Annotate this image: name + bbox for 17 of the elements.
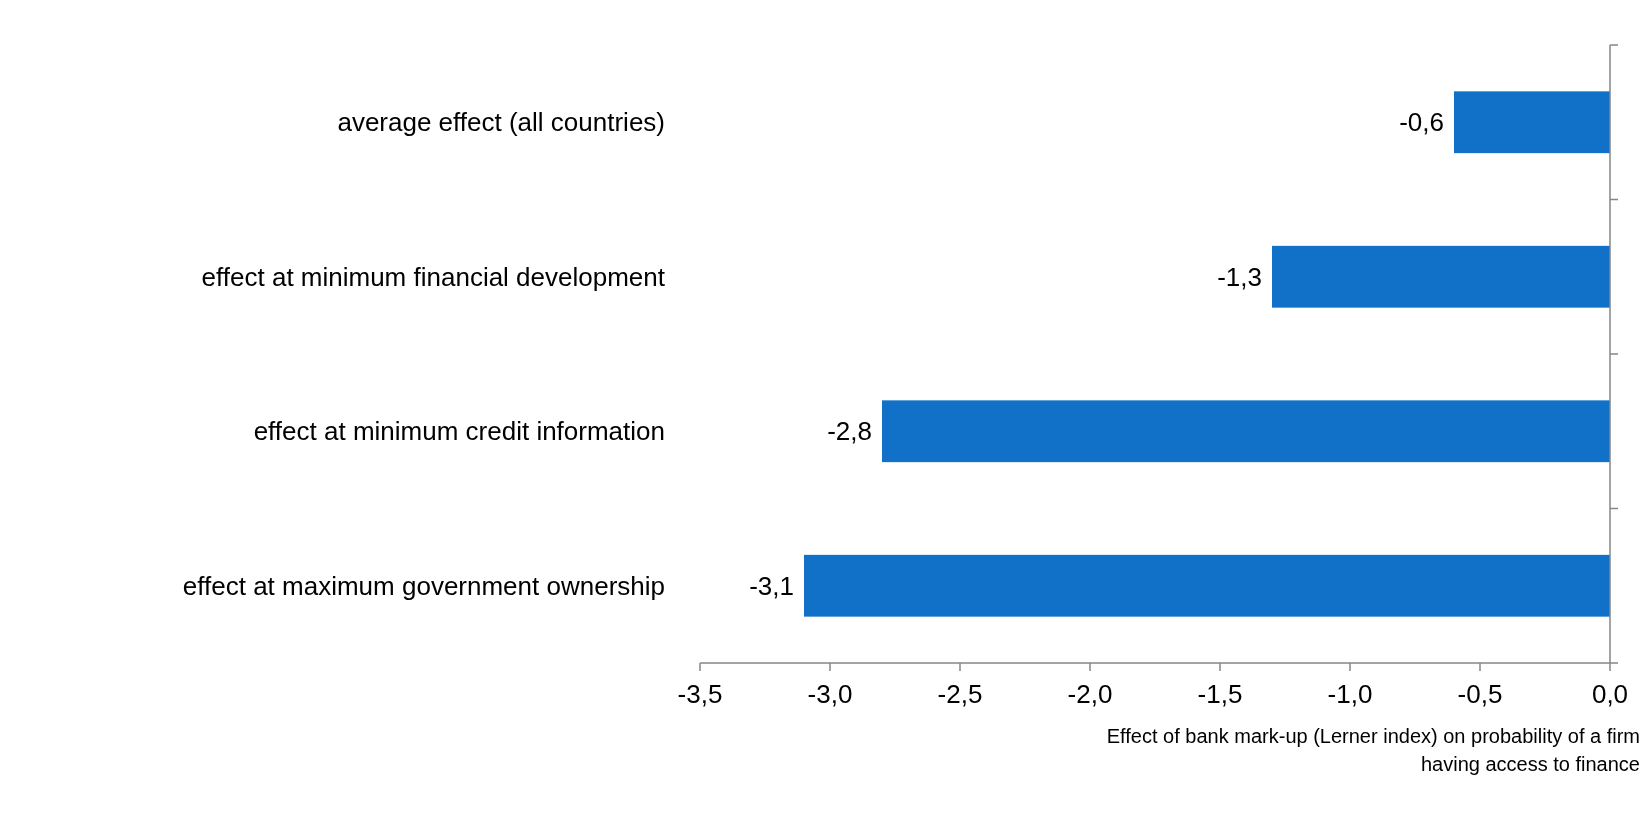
y-tick-label: effect at minimum financial development (201, 261, 666, 292)
x-tick-label: -1,0 (1327, 679, 1373, 709)
x-tick-label: -2,5 (937, 679, 983, 709)
x-tick-label: 0,0 (1591, 679, 1629, 709)
y-tick-label: effect at minimum credit information (253, 416, 665, 447)
data-label: -3,1 (749, 570, 794, 601)
data-label: -2,8 (827, 416, 872, 447)
data-label: -1,3 (1217, 261, 1262, 292)
data-label: -0,6 (1399, 107, 1444, 138)
x-axis-title: Effect of bank mark-up (Lerner index) on probability of a firm having access to finance (1106, 725, 1640, 775)
x-tick-label: -3,0 (807, 679, 853, 709)
y-tick-label: average effect (all countries) (337, 107, 665, 138)
x-tick-label: -2,0 (1067, 679, 1113, 709)
x-tick-label: -0,5 (1457, 679, 1503, 709)
x-tick-label: -3,5 (677, 679, 723, 709)
y-tick-label: effect at maximum government ownership (182, 570, 665, 601)
x-tick-label: -1,5 (1197, 679, 1243, 709)
